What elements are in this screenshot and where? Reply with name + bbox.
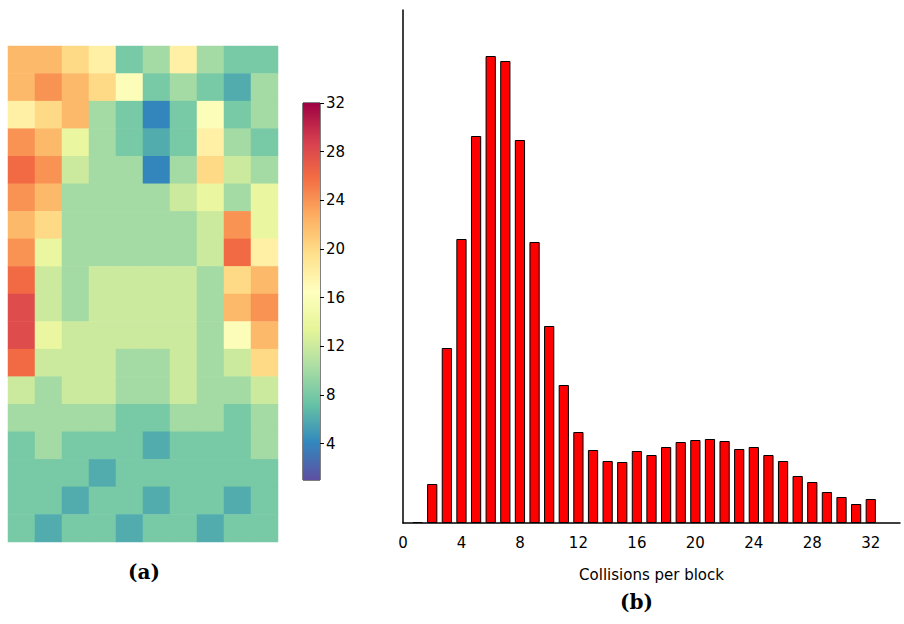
svg-text:32: 32	[861, 534, 880, 552]
svg-text:4: 4	[326, 435, 336, 453]
svg-text:8: 8	[515, 534, 525, 552]
svg-text:20: 20	[686, 534, 705, 552]
svg-text:Collisions per block: Collisions per block	[579, 566, 724, 584]
svg-text:12: 12	[569, 534, 588, 552]
svg-text:20: 20	[326, 240, 345, 258]
svg-text:28: 28	[326, 143, 345, 161]
svg-text:16: 16	[627, 534, 646, 552]
svg-text:24: 24	[744, 534, 763, 552]
svg-text:24: 24	[326, 191, 345, 209]
svg-text:4: 4	[457, 534, 467, 552]
svg-text:(b): (b)	[620, 590, 653, 614]
svg-text:32: 32	[326, 94, 345, 112]
svg-text:0: 0	[398, 534, 408, 552]
svg-text:8: 8	[326, 386, 336, 404]
svg-text:28: 28	[803, 534, 822, 552]
svg-text:12: 12	[326, 337, 345, 355]
svg-text:(a): (a)	[128, 560, 160, 584]
svg-text:16: 16	[326, 289, 345, 307]
